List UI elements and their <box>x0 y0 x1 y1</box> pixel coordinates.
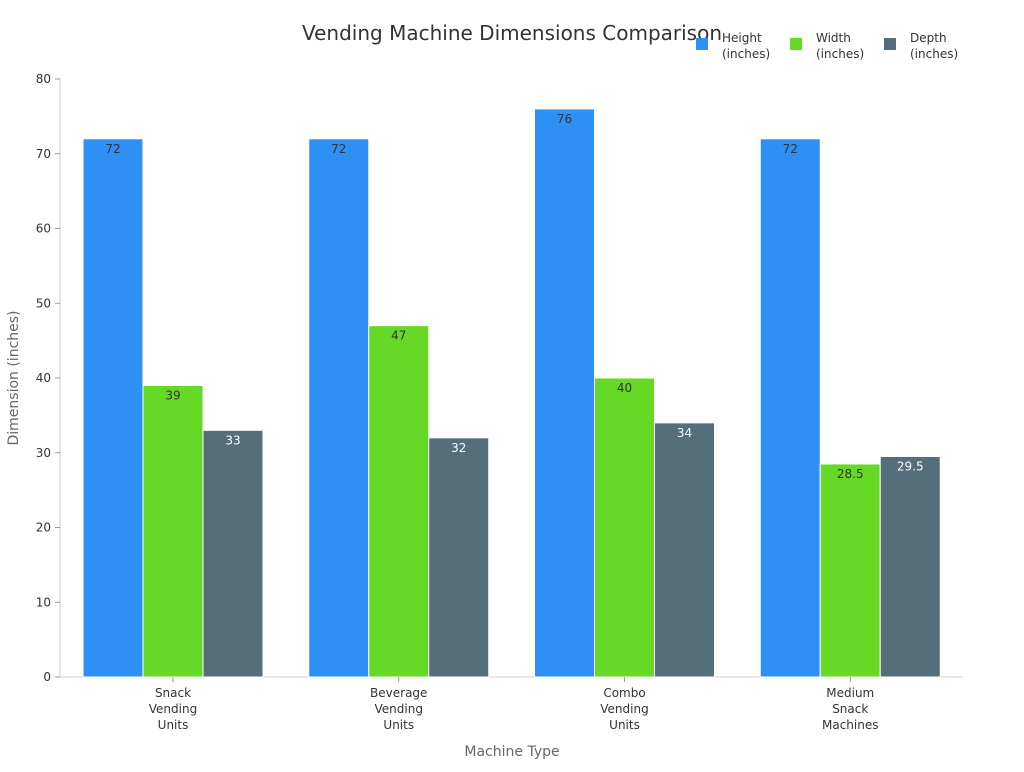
x-tick-label-line: Units <box>383 718 414 732</box>
bar-series-1-category-3 <box>534 108 595 678</box>
legend-swatch <box>884 38 896 50</box>
legend-label: Height (inches) <box>722 31 770 61</box>
legend-swatch <box>790 38 802 50</box>
chart-title: Vending Machine Dimensions Comparison <box>302 21 722 45</box>
bar-value-label: 72 <box>331 142 346 156</box>
x-tick-label-line: Units <box>158 718 189 732</box>
bar-series-2-category-4 <box>819 463 881 678</box>
y-tick-label: 40 <box>36 371 51 385</box>
bar-value-label: 34 <box>677 426 692 440</box>
x-tick-label-line: Snack <box>155 686 191 700</box>
legend-label: Width (inches) <box>816 31 864 61</box>
bar-value-label: 72 <box>783 142 798 156</box>
x-tick-label-line: Beverage <box>370 686 427 700</box>
y-tick-label: 20 <box>36 521 51 535</box>
bar-series-2-category-2 <box>368 325 430 678</box>
x-tick-label: Beverage Vending Units <box>370 686 427 732</box>
bar-series-3-category-3 <box>654 422 715 678</box>
y-tick-label: 0 <box>43 670 51 684</box>
bar-value-label: 40 <box>617 381 632 395</box>
x-tick-label: Combo Vending Units <box>600 686 648 732</box>
x-tick-label-line: Combo <box>603 686 645 700</box>
y-tick-label: 50 <box>36 296 51 310</box>
bar-value-label: 47 <box>391 329 406 343</box>
x-tick-label-line: Units <box>609 718 640 732</box>
legend-label-line: (inches) <box>910 47 958 61</box>
bar-series-1-category-1 <box>82 138 144 678</box>
bar-value-label: 76 <box>557 112 572 126</box>
plot-area: 0 10 20 30 40 50 60 70 80 72 72 76 72 39 47 40 28.5 33 32 3… <box>36 72 963 732</box>
y-tick-label: 30 <box>36 446 51 460</box>
bar-series-2-category-1 <box>142 384 204 678</box>
y-tick-label: 60 <box>36 222 51 236</box>
x-tick-label-line: Vending <box>149 702 197 716</box>
legend-label-line: Width <box>816 31 851 45</box>
x-tick-label: Snack Vending Units <box>149 686 197 732</box>
legend-swatch <box>696 38 708 50</box>
legend-label-line: Depth <box>910 31 947 45</box>
bar-series-3-category-4 <box>879 455 941 678</box>
x-tick-label-line: Vending <box>600 702 648 716</box>
y-tick-label: 10 <box>36 595 51 609</box>
y-tick-label: 80 <box>36 72 51 86</box>
x-tick-label-line: Snack <box>832 702 868 716</box>
bar-value-label: 72 <box>105 142 120 156</box>
bar-series-1-category-4 <box>759 138 821 678</box>
bar-value-label: 39 <box>165 388 180 402</box>
bar-value-label: 28.5 <box>837 467 864 481</box>
legend: Height (inches) Width (inches) Depth (inches) <box>696 31 958 61</box>
y-tick-label: 70 <box>36 147 51 161</box>
legend-label-line: (inches) <box>816 47 864 61</box>
x-tick-label-line: Machines <box>822 718 878 732</box>
x-tick-label-line: Vending <box>375 702 423 716</box>
bar-series-1-category-2 <box>308 138 370 678</box>
bar-series-3-category-1 <box>202 429 264 678</box>
x-tick-label-line: Medium <box>826 686 874 700</box>
bar-value-label: 33 <box>225 433 240 447</box>
legend-label-line: (inches) <box>722 47 770 61</box>
bar-series-2-category-3 <box>594 377 655 678</box>
y-axis-label: Dimension (inches) <box>6 310 22 445</box>
legend-label-line: Height <box>722 31 762 45</box>
bar-value-label: 29.5 <box>897 459 924 473</box>
bar-value-label: 32 <box>451 441 466 455</box>
legend-label: Depth (inches) <box>910 31 958 61</box>
bar-series-3-category-2 <box>428 437 490 678</box>
x-tick-label: Medium Snack Machines <box>822 686 878 732</box>
x-axis-label: Machine Type <box>464 744 559 760</box>
